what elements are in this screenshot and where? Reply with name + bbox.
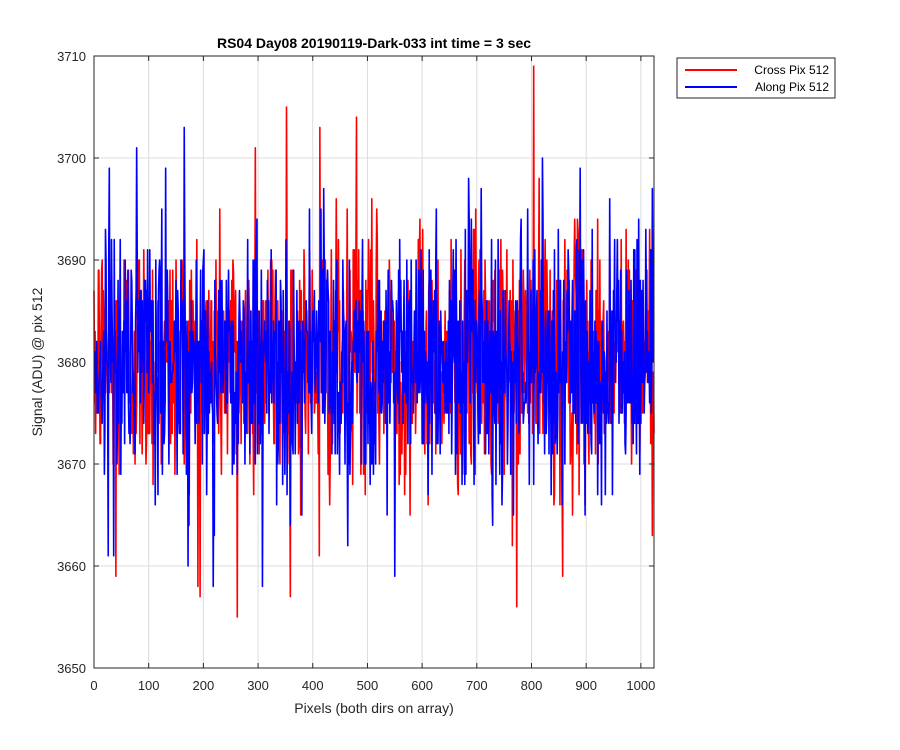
y-tick-label: 3680	[57, 355, 86, 370]
series-layer	[93, 65, 655, 618]
x-tick-label: 400	[302, 678, 324, 693]
x-tick-label: 200	[193, 678, 215, 693]
series-line-along	[93, 126, 655, 588]
y-tick-labels: 3650 3660 3670 3680 3690 3700 3710	[57, 49, 86, 676]
y-axis-label: Signal (ADU) @ pix 512	[29, 287, 45, 436]
x-tick-label: 800	[521, 678, 543, 693]
x-tick-label: 900	[575, 678, 597, 693]
y-tick-label: 3690	[57, 253, 86, 268]
y-tick-label: 3650	[57, 661, 86, 676]
y-tick-label: 3660	[57, 559, 86, 574]
chart-title: RS04 Day08 20190119-Dark-033 int time = …	[217, 35, 531, 51]
y-tick-label: 3700	[57, 151, 86, 166]
legend-label-along: Along Pix 512	[755, 80, 829, 94]
legend: Cross Pix 512 Along Pix 512	[676, 57, 836, 99]
x-tick-label: 0	[90, 678, 97, 693]
x-tick-labels: 0 100 200 300 400 500 600 700 800 900 1000	[90, 678, 655, 693]
x-tick-label: 700	[466, 678, 488, 693]
x-tick-label: 500	[357, 678, 379, 693]
legend-box	[676, 57, 836, 99]
x-tick-label: 600	[411, 678, 433, 693]
y-tick-label: 3670	[57, 457, 86, 472]
x-axis-label: Pixels (both dirs on array)	[294, 700, 454, 716]
x-tick-label: 100	[138, 678, 160, 693]
y-tick-label: 3710	[57, 49, 86, 64]
x-tick-label: 1000	[626, 678, 655, 693]
ticks	[93, 55, 654, 669]
x-tick-label: 300	[247, 678, 269, 693]
legend-label-cross: Cross Pix 512	[754, 63, 829, 77]
